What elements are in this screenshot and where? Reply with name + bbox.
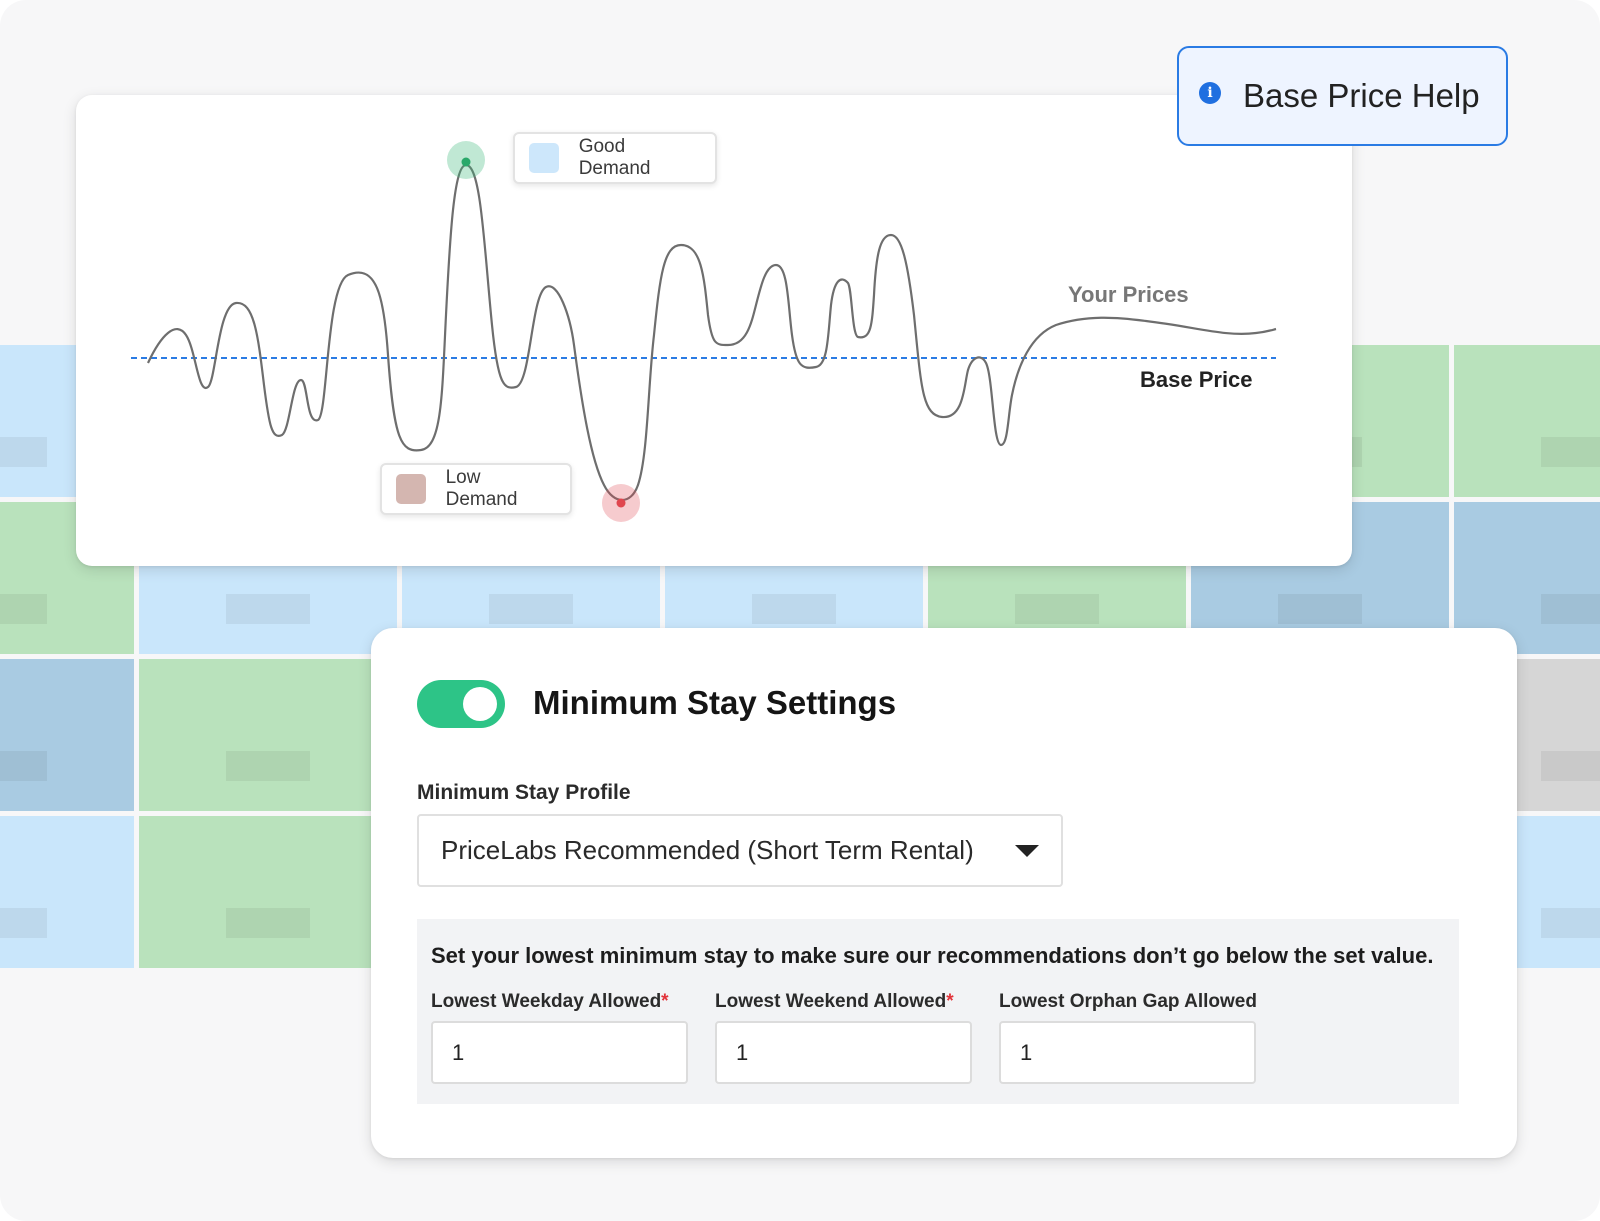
your-prices-label: Your Prices [1068,282,1189,307]
required-asterisk: * [946,991,954,1012]
calendar-price-placeholder [1541,593,1600,624]
minimum-stay-settings-card: Minimum Stay Settings Minimum Stay Profi… [371,628,1517,1158]
min-stay-limits-panel: Set your lowest minimum stay to make sur… [417,919,1459,1104]
calendar-day-cell [0,816,134,968]
base-price-help-button[interactable]: i Base Price Help [1177,46,1508,146]
good-demand-marker [461,157,471,167]
orphan-gap-input[interactable]: 1 [999,1021,1256,1084]
orphan-gap-label-text: Lowest Orphan Gap Allowed [999,991,1257,1012]
toggle-knob [463,687,497,721]
calendar-price-placeholder [1541,750,1600,781]
settings-title: Minimum Stay Settings [533,684,897,721]
calendar-price-placeholder [0,907,47,938]
profile-select-value: PriceLabs Recommended (Short Term Rental… [441,835,974,865]
calendar-price-placeholder [1015,593,1099,624]
base-price-label: Base Price [1140,367,1253,392]
low-demand-marker [616,498,626,508]
limits-description: Set your lowest minimum stay to make sur… [431,943,1434,968]
legend-low-demand-label: Low Demand [445,467,518,510]
calendar-price-placeholder [0,436,47,467]
calendar-price-placeholder [226,750,310,781]
base-price-help-label: Base Price Help [1243,77,1480,114]
weekend-label-text: Lowest Weekend Allowed [715,991,947,1012]
low-demand-swatch [396,474,426,504]
price-chart-card: Good Demand Low Demand Your Prices Base … [76,95,1352,566]
good-demand-swatch [529,143,559,173]
calendar-day-cell [0,659,134,811]
calendar-day-cell [0,502,134,654]
profile-label: Minimum Stay Profile [417,781,631,804]
calendar-day-cell [139,659,397,811]
calendar-day-cell [139,816,397,968]
weekend-label: Lowest Weekend Allowed* [715,991,954,1013]
calendar-day-cell [1454,345,1600,497]
legend-low-demand: Low Demand [380,463,572,515]
price-chart [131,141,1277,522]
weekday-label: Lowest Weekday Allowed* [431,991,669,1013]
calendar-price-placeholder [489,593,573,624]
weekday-input[interactable]: 1 [431,1021,688,1084]
calendar-price-placeholder [1278,593,1362,624]
legend-good-demand-label: Good Demand [578,136,651,179]
required-asterisk: * [661,991,669,1012]
weekend-input[interactable]: 1 [715,1021,972,1084]
orphan-gap-label: Lowest Orphan Gap Allowed [999,991,1257,1013]
calendar-price-placeholder [1541,436,1600,467]
calendar-price-placeholder [226,907,310,938]
your-prices-line [147,163,1277,502]
calendar-price-placeholder [1541,907,1600,938]
weekday-label-text: Lowest Weekday Allowed [431,991,662,1012]
minimum-stay-toggle[interactable] [417,680,505,728]
calendar-price-placeholder [752,593,836,624]
calendar-price-placeholder [0,750,47,781]
info-icon: i [1199,82,1221,104]
calendar-price-placeholder [0,593,47,624]
profile-select[interactable]: PriceLabs Recommended (Short Term Rental… [417,814,1063,887]
calendar-price-placeholder [226,593,310,624]
legend-good-demand: Good Demand [513,132,717,184]
chevron-down-icon[interactable] [1015,844,1039,857]
